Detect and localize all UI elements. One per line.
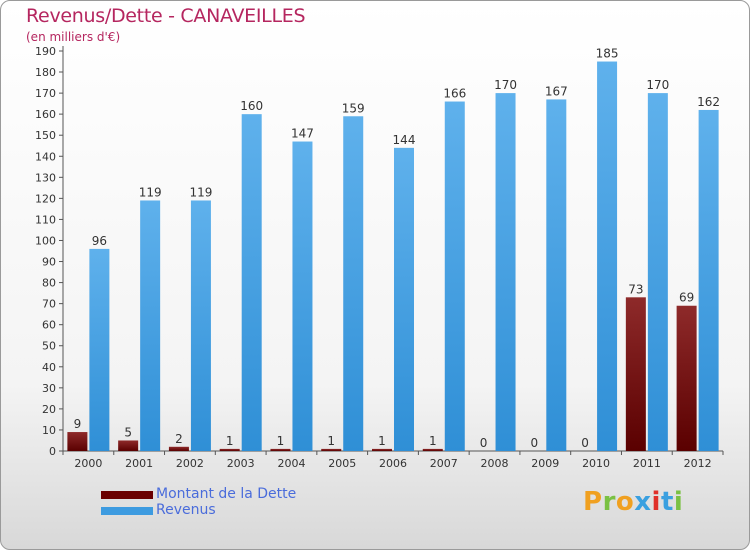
x-tick-label: 2003 <box>227 457 255 470</box>
y-tick-label: 180 <box>35 66 56 79</box>
legend-swatch-revenus <box>101 507 153 515</box>
bar-revenus <box>292 141 313 452</box>
bar-revenus <box>444 101 465 452</box>
x-tick-label: 2012 <box>684 457 712 470</box>
y-tick-label: 190 <box>35 45 56 58</box>
data-label-dette: 1 <box>429 434 437 448</box>
y-tick-label: 60 <box>42 319 56 332</box>
data-label-dette: 1 <box>378 434 386 448</box>
chart-title: Revenus/Dette - CANAVEILLES <box>26 5 306 27</box>
y-tick-label: 20 <box>42 403 56 416</box>
bar-revenus <box>394 147 414 451</box>
bar-dette <box>219 448 240 451</box>
bar-dette <box>168 446 189 451</box>
bar-revenus <box>495 93 516 452</box>
data-label-revenus: 160 <box>240 99 263 113</box>
y-tick-label: 120 <box>35 192 56 205</box>
bar-revenus <box>647 93 668 452</box>
data-label-revenus: 170 <box>646 78 669 92</box>
data-label-dette: 5 <box>124 425 132 439</box>
data-label-dette: 1 <box>226 434 234 448</box>
bar-revenus <box>89 248 110 451</box>
y-tick-label: 80 <box>42 277 56 290</box>
y-tick-label: 70 <box>42 298 56 311</box>
x-tick-label: 2010 <box>582 457 610 470</box>
legend-label-dette: Montant de la Dette <box>156 486 297 502</box>
bar-dette <box>321 448 342 451</box>
y-tick-label: 50 <box>42 340 56 353</box>
y-tick-label: 90 <box>42 256 56 269</box>
data-label-dette: 69 <box>679 291 694 305</box>
data-label-revenus: 185 <box>596 47 619 61</box>
bar-dette <box>270 448 291 451</box>
y-tick-label: 130 <box>35 171 56 184</box>
bar-revenus <box>190 200 211 451</box>
y-tick-label: 40 <box>42 361 56 374</box>
x-tick-label: 2007 <box>430 457 458 470</box>
bar-dette <box>372 448 392 451</box>
data-label-revenus: 162 <box>697 95 720 109</box>
x-tick-label: 2008 <box>481 457 509 470</box>
y-tick-label: 170 <box>35 87 56 100</box>
bar-dette <box>118 440 139 451</box>
y-tick-label: 100 <box>35 234 56 247</box>
bar-revenus <box>343 116 364 452</box>
y-tick-label: 30 <box>42 382 56 395</box>
data-label-revenus: 147 <box>291 127 314 141</box>
x-tick-label: 2009 <box>531 457 559 470</box>
data-label-revenus: 159 <box>342 101 365 115</box>
y-tick-label: 160 <box>35 108 56 121</box>
bar-revenus <box>698 109 719 452</box>
x-tick-label: 2000 <box>74 457 102 470</box>
data-label-dette: 73 <box>628 282 643 296</box>
legend-label-revenus: Revenus <box>156 502 216 518</box>
y-tick-label: 150 <box>35 129 56 142</box>
bar-revenus <box>597 61 618 452</box>
data-label-revenus: 144 <box>393 133 416 147</box>
bar-dette <box>625 297 646 451</box>
data-label-dette: 1 <box>327 434 335 448</box>
bar-revenus <box>140 200 161 451</box>
data-label-revenus: 119 <box>139 185 162 199</box>
data-label-revenus: 170 <box>494 78 517 92</box>
bar-dette <box>422 448 443 451</box>
chart-subtitle: (en milliers d'€) <box>26 30 121 44</box>
x-tick-label: 2006 <box>379 457 407 470</box>
data-label-dette: 0 <box>480 436 488 450</box>
y-tick-label: 140 <box>35 150 56 163</box>
y-tick-label: 10 <box>42 424 56 437</box>
bar-dette <box>67 432 88 451</box>
y-tick-label: 0 <box>49 445 56 458</box>
data-label-revenus: 96 <box>92 234 107 248</box>
x-tick-label: 2004 <box>277 457 305 470</box>
y-tick-label: 110 <box>35 213 56 226</box>
data-label-dette: 2 <box>175 432 183 446</box>
bar-revenus <box>241 114 262 451</box>
data-label-dette: 9 <box>74 417 82 431</box>
data-label-revenus: 119 <box>189 185 212 199</box>
data-label-dette: 0 <box>581 436 589 450</box>
x-tick-label: 2005 <box>328 457 356 470</box>
legend-swatch-dette <box>101 491 153 499</box>
x-tick-label: 2001 <box>125 457 153 470</box>
x-tick-label: 2011 <box>633 457 661 470</box>
data-label-dette: 0 <box>530 436 538 450</box>
brand-logo: Proxiti <box>583 487 684 517</box>
data-label-revenus: 167 <box>545 84 568 98</box>
data-label-dette: 1 <box>277 434 285 448</box>
bar-dette <box>676 305 697 451</box>
x-tick-label: 2002 <box>176 457 204 470</box>
bar-revenus <box>546 99 567 451</box>
data-label-revenus: 166 <box>443 87 466 101</box>
